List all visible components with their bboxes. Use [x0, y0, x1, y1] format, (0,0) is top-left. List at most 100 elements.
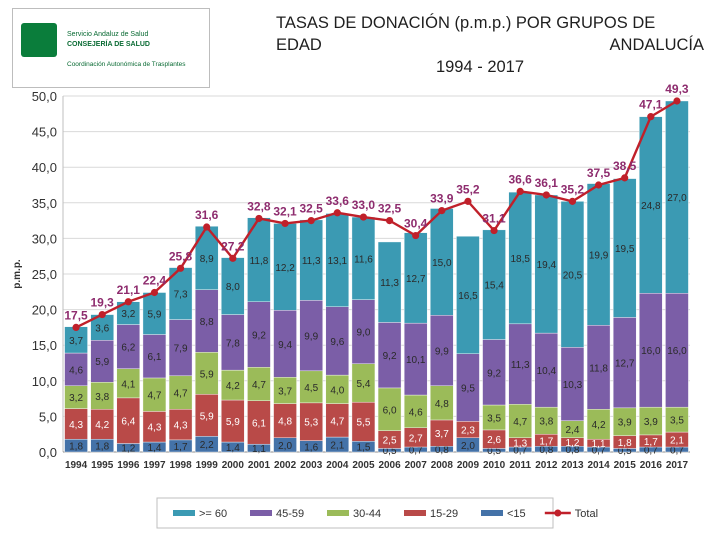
y-tick-label: 50,0 [32, 89, 57, 104]
total-label: 33,9 [430, 192, 454, 206]
total-point [255, 214, 263, 223]
legend-label: Total [575, 508, 598, 520]
segment-label: 19,5 [615, 244, 635, 255]
segment-label: 18,5 [510, 254, 530, 265]
segment-label: 5,9 [147, 310, 161, 321]
segment-label: 5,9 [95, 357, 109, 368]
y-axis-label: p.m.p. [12, 259, 23, 289]
segment-label: 4,7 [513, 417, 527, 428]
x-tick-label: 2003 [300, 460, 323, 471]
segment-label: 1,1 [592, 439, 606, 450]
total-label: 17,5 [64, 308, 88, 322]
segment-label: 4,6 [409, 407, 423, 418]
segment-label: 8,0 [226, 282, 240, 293]
segment-label: 4,7 [147, 391, 161, 402]
segment-label: 4,5 [304, 383, 318, 394]
y-tick-label: 45,0 [32, 125, 57, 140]
segment-label: 4,0 [330, 385, 344, 396]
total-label: 38,5 [613, 159, 637, 173]
total-label: 32,1 [273, 204, 297, 218]
total-label: 33,0 [352, 198, 376, 212]
segment-label: 9,2 [383, 351, 397, 362]
legend-label: 30-44 [353, 508, 381, 520]
segment-label: 1,3 [513, 438, 527, 449]
segment-label: 4,7 [252, 380, 266, 391]
segment-label: 10,3 [563, 380, 583, 391]
segment-label: 6,2 [121, 343, 135, 354]
segment-label: 0,5 [487, 446, 501, 457]
legend-swatch [404, 510, 426, 516]
segment-label: 5,4 [356, 379, 370, 390]
segment-label: 11,3 [302, 256, 321, 267]
total-point [385, 217, 394, 225]
x-tick-label: 1997 [143, 460, 166, 471]
segment-label: 4,8 [435, 399, 449, 410]
segment-label: 9,9 [435, 347, 449, 358]
legend-marker [554, 509, 562, 517]
x-tick-label: 1999 [196, 460, 219, 471]
segment-label: 3,8 [95, 392, 109, 403]
total-point [594, 181, 603, 189]
segment-label: 15,0 [432, 258, 452, 269]
segment-label: 19,4 [537, 260, 557, 271]
segment-label: 3,2 [121, 309, 135, 320]
segment-label: 3,2 [69, 393, 83, 404]
segment-label: 7,8 [226, 338, 240, 349]
x-tick-label: 1995 [91, 460, 114, 471]
x-tick-label: 2014 [587, 460, 610, 471]
legend-swatch [327, 510, 349, 516]
segment-label: 11,3 [511, 360, 530, 371]
total-point [647, 113, 655, 121]
total-label: 25,8 [169, 249, 193, 263]
segment-label: 12,2 [275, 263, 295, 274]
segment-label: 0,7 [644, 446, 658, 457]
segment-label: 16,0 [641, 346, 661, 357]
x-tick-label: 2005 [352, 460, 375, 471]
total-label: 49,3 [665, 82, 689, 96]
total-point [542, 191, 550, 199]
segment-label: 11,3 [380, 278, 399, 289]
segment-label: 9,2 [487, 368, 501, 379]
segment-label: 0,5 [618, 446, 632, 457]
total-label: 35,2 [561, 182, 585, 196]
total-label: 27,2 [221, 239, 245, 253]
segment-label: 4,1 [121, 379, 135, 390]
x-tick-label: 1998 [169, 460, 192, 471]
segment-label: 6,4 [121, 417, 135, 428]
segment-label: 2,3 [461, 426, 475, 437]
legend-swatch [250, 510, 272, 516]
y-tick-label: 5,0 [39, 409, 57, 424]
segment-label: 10,4 [537, 366, 557, 377]
segment-label: 13,1 [328, 256, 348, 267]
bar-segment [456, 236, 480, 354]
title-line-2: EDAD ANDALUCÍA [276, 34, 704, 56]
total-label: 21,1 [117, 283, 141, 297]
segment-label: 1,8 [618, 438, 632, 449]
x-tick-label: 2016 [640, 460, 663, 471]
segment-label: 5,5 [356, 418, 370, 429]
segment-label: 3,9 [618, 418, 632, 429]
x-tick-label: 2006 [378, 460, 401, 471]
segment-label: 12,7 [615, 359, 635, 370]
total-point [673, 97, 681, 105]
total-point [307, 217, 315, 225]
segment-label: 9,4 [278, 340, 292, 351]
segment-label: 3,7 [435, 429, 449, 440]
x-tick-label: 1994 [65, 460, 88, 471]
junta-emblem-icon [21, 23, 57, 57]
x-tick-label: 2002 [274, 460, 297, 471]
y-tick-label: 25,0 [32, 267, 57, 282]
x-tick-label: 2009 [457, 460, 480, 471]
segment-label: 7,9 [174, 344, 188, 355]
segment-label: 1,7 [539, 436, 553, 447]
segment-label: 2,2 [200, 440, 214, 451]
segment-label: 4,8 [278, 417, 292, 428]
legend-swatch [481, 510, 503, 516]
title-edad: EDAD [276, 36, 322, 54]
logo-coordination: Coordinación Autonómica de Trasplantes [67, 61, 186, 68]
segment-label: 2,5 [383, 436, 397, 447]
total-label: 30,4 [404, 217, 428, 231]
segment-label: 16,5 [458, 291, 478, 302]
segment-label: 3,9 [644, 417, 658, 428]
segment-label: 6,1 [147, 352, 161, 363]
